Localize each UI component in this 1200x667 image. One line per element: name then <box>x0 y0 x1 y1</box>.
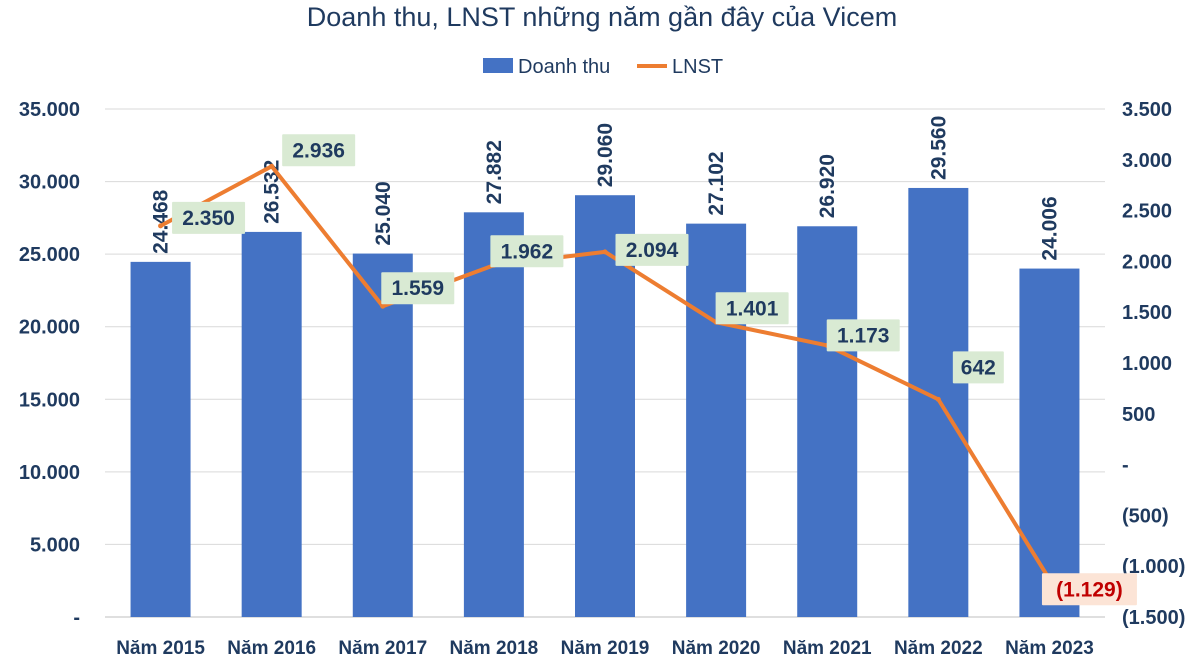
y-left-tick-label: 20.000 <box>19 317 80 339</box>
bar <box>241 231 302 617</box>
chart-title: Doanh thu, LNST những năm gần đây của Vi… <box>307 2 897 32</box>
bar-value-label: 24.468 <box>150 189 173 254</box>
legend-label-revenue: Doanh thu <box>518 56 610 78</box>
line-value-label-box <box>826 319 900 352</box>
bar-value-label: 29.060 <box>594 123 617 187</box>
line-value-label: 2.350 <box>182 207 235 230</box>
line-value-labels: 2.350 2.936 1.559 1.962 2.094 1.401 1.173 642 (1… <box>172 134 1137 606</box>
y-left-tick-label: 25.000 <box>19 244 80 266</box>
line-point <box>158 223 164 229</box>
y-left-tick-label: 30.000 <box>19 172 80 194</box>
line-value-label: 2.094 <box>626 239 679 262</box>
y-left-tick-label: 35.000 <box>19 99 80 121</box>
line-value-label-box <box>490 235 564 268</box>
y-right-tick-label: (1.000) <box>1122 556 1185 578</box>
bar <box>1019 268 1080 617</box>
line-value-label: 1.401 <box>726 297 779 320</box>
line-value-label-group: 2.094 <box>615 233 689 266</box>
legend-swatch-bar <box>483 58 513 73</box>
x-tick-label: Năm 2015 <box>116 638 205 659</box>
y-left-tick-label: 10.000 <box>19 462 80 484</box>
line-value-label-group: (1.129) <box>1041 573 1137 606</box>
line-point <box>380 303 386 309</box>
x-tick-label: Năm 2023 <box>1005 638 1094 659</box>
line-value-label-group: 1.559 <box>381 272 455 305</box>
x-tick-label: Năm 2019 <box>561 638 650 659</box>
line-point <box>935 396 941 402</box>
line-value-label-box <box>172 201 246 234</box>
y-right-tick-label: 2.500 <box>1122 201 1172 223</box>
line-value-label: (1.129) <box>1056 578 1123 601</box>
line-value-label: 1.962 <box>501 240 554 263</box>
line-value-label: 2.936 <box>292 139 345 162</box>
line-value-label-box <box>952 351 1004 384</box>
bar-value-label: 27.102 <box>705 151 728 215</box>
line-value-label-group: 1.401 <box>715 292 789 325</box>
y-right-tick-label: (500) <box>1122 505 1169 527</box>
bar-series <box>130 187 1080 618</box>
y-left-tick-label: - <box>73 607 80 629</box>
line-value-label-box <box>381 272 455 305</box>
bar-value-label: 25.040 <box>372 181 395 245</box>
y-right-tick-label: 3.000 <box>1122 150 1172 172</box>
bar-value-label: 29.560 <box>927 116 950 180</box>
y-right-tick-label: 3.500 <box>1122 99 1172 121</box>
line-point <box>269 163 275 169</box>
y-right-tick-label: - <box>1122 455 1129 477</box>
line-value-label-group: 1.173 <box>826 319 900 352</box>
y-right-tick-label: 1.000 <box>1122 353 1172 375</box>
bar <box>686 223 747 617</box>
line-value-label: 1.173 <box>837 324 890 347</box>
bar <box>352 253 413 617</box>
legend-label-profit: LNST <box>672 56 723 78</box>
x-tick-label: Năm 2022 <box>894 638 983 659</box>
x-tick-label: Năm 2018 <box>450 638 539 659</box>
x-tick-label: Năm 2016 <box>227 638 316 659</box>
x-tick-label: Năm 2021 <box>783 638 872 659</box>
legend: Doanh thu LNST <box>483 56 723 78</box>
bar-value-label: 24.006 <box>1038 196 1061 260</box>
y-left-tick-label: 15.000 <box>19 389 80 411</box>
line-value-label-box <box>1041 573 1137 606</box>
y-right-tick-label: 2.000 <box>1122 251 1172 273</box>
line-value-label-box <box>615 233 689 266</box>
bar <box>130 261 191 617</box>
line-value-label: 642 <box>961 356 996 379</box>
bar <box>463 212 524 617</box>
line-value-label-group: 1.962 <box>490 235 564 268</box>
y-axis-right: (1.500) (1.000) (500) - 500 1.000 1.500 2.000 2.… <box>1122 99 1185 629</box>
x-tick-label: Năm 2020 <box>672 638 761 659</box>
line-value-label-box <box>282 134 356 167</box>
line-value-label-box <box>715 292 789 325</box>
line-value-label-group: 2.350 <box>172 201 246 234</box>
y-axis-left: - 5.000 10.000 15.000 20.000 25.000 30.000 35.0… <box>19 99 80 629</box>
line-point <box>602 249 608 255</box>
y-right-tick-label: 1.500 <box>1122 302 1172 324</box>
y-left-tick-label: 5.000 <box>30 534 80 556</box>
bar-value-label: 26.920 <box>816 154 839 218</box>
line-value-label: 1.559 <box>391 277 444 300</box>
x-axis: Năm 2015 Năm 2016 Năm 2017 Năm 2018 Năm 2019… <box>116 638 1094 659</box>
bar <box>797 226 858 617</box>
x-tick-label: Năm 2017 <box>338 638 427 659</box>
line-value-label-group: 642 <box>952 351 1004 384</box>
y-right-tick-label: (1.500) <box>1122 607 1185 629</box>
line-value-label-group: 2.936 <box>282 134 356 167</box>
y-right-tick-label: 500 <box>1122 404 1155 426</box>
bar-value-label: 27.882 <box>483 140 506 204</box>
